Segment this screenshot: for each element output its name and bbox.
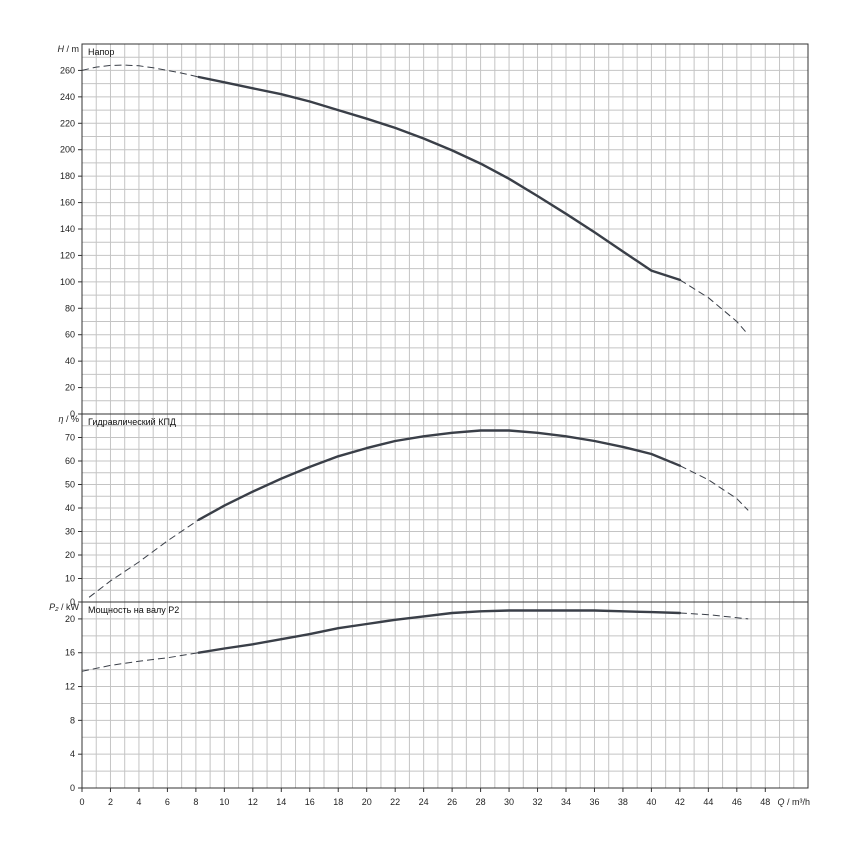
y-tick-label: 200: [60, 145, 75, 155]
x-tick-label: 42: [675, 797, 685, 807]
x-tick-label: 40: [646, 797, 656, 807]
x-tick-label: 22: [390, 797, 400, 807]
y-tick-label: 8: [70, 715, 75, 725]
y-axis-unit-label: P₂ / kW: [49, 602, 79, 612]
y-tick-label: 0: [70, 409, 75, 419]
y-tick-label: 160: [60, 198, 75, 208]
grid: [81, 43, 809, 789]
y-tick-label: 10: [65, 574, 75, 584]
x-tick-label: 8: [193, 797, 198, 807]
y-tick-label: 0: [70, 783, 75, 793]
curve-operating-range: [197, 609, 682, 654]
y-axis-variable: H: [58, 44, 65, 54]
y-tick-label: 80: [65, 303, 75, 313]
y-tick-label: 140: [60, 224, 75, 234]
curve-extrapolated-right: [679, 612, 749, 620]
y-tick-label: 220: [60, 118, 75, 128]
x-axis-unit-label: Q / m³/h: [777, 797, 810, 807]
axes: [78, 43, 809, 792]
y-tick-label: 20: [65, 614, 75, 624]
y-tick-label: 60: [65, 330, 75, 340]
x-tick-label: 34: [561, 797, 571, 807]
y-tick-label: 0: [70, 597, 75, 607]
curve-extrapolated-left: [88, 519, 199, 598]
panel-title: Напор: [88, 47, 114, 57]
y-tick-label: 60: [65, 456, 75, 466]
y-axis-unit: / %: [63, 414, 79, 424]
y-axis-variable: η: [58, 414, 63, 424]
curve-extrapolated-right: [679, 465, 749, 511]
y-tick-label: 70: [65, 433, 75, 443]
curves: [81, 64, 749, 672]
x-tick-label: 48: [760, 797, 770, 807]
x-tick-label: 44: [703, 797, 713, 807]
x-axis-unit: / m³/h: [784, 797, 810, 807]
x-tick-label: 24: [419, 797, 429, 807]
x-tick-label: 2: [108, 797, 113, 807]
x-tick-label: 12: [248, 797, 258, 807]
y-tick-label: 30: [65, 527, 75, 537]
x-tick-label: 4: [136, 797, 141, 807]
x-tick-label: 14: [276, 797, 286, 807]
y-tick-label: 180: [60, 171, 75, 181]
y-axis-unit-label: H / m: [58, 44, 80, 54]
x-tick-label: 20: [362, 797, 372, 807]
x-tick-label: 6: [165, 797, 170, 807]
curve-extrapolated-right: [679, 279, 749, 336]
y-tick-label: 4: [70, 749, 75, 759]
y-axis-unit: / m: [64, 44, 79, 54]
panel-frame: [81, 601, 809, 789]
y-tick-label: 16: [65, 648, 75, 658]
y-axis-unit-label: η / %: [58, 414, 79, 424]
x-tick-label: 32: [533, 797, 543, 807]
x-tick-label: 28: [476, 797, 486, 807]
y-tick-label: 20: [65, 550, 75, 560]
y-tick-label: 40: [65, 503, 75, 513]
x-tick-label: 46: [732, 797, 742, 807]
x-tick-label: 18: [333, 797, 343, 807]
y-tick-label: 50: [65, 480, 75, 490]
y-tick-label: 240: [60, 92, 75, 102]
x-tick-label: 30: [504, 797, 514, 807]
curve-extrapolated-left: [81, 64, 199, 78]
y-tick-label: 100: [60, 277, 75, 287]
curve-extrapolated-left: [81, 652, 199, 672]
y-axis-unit: / kW: [59, 602, 80, 612]
curve-operating-range: [197, 75, 682, 282]
y-axis-variable: P₂: [49, 602, 59, 612]
x-tick-label: 16: [305, 797, 315, 807]
x-tick-label: 26: [447, 797, 457, 807]
y-tick-label: 20: [65, 383, 75, 393]
y-tick-label: 40: [65, 356, 75, 366]
x-tick-label: 0: [79, 797, 84, 807]
panel-title: Мощность на валу P2: [88, 605, 179, 615]
x-axis-variable: Q: [777, 797, 784, 807]
y-tick-label: 260: [60, 65, 75, 75]
curve-operating-range: [197, 429, 682, 521]
panel-title: Гидравлический КПД: [88, 417, 176, 427]
y-tick-label: 12: [65, 682, 75, 692]
x-tick-label: 10: [219, 797, 229, 807]
x-tick-label: 38: [618, 797, 628, 807]
x-tick-label: 36: [589, 797, 599, 807]
y-tick-label: 120: [60, 250, 75, 260]
